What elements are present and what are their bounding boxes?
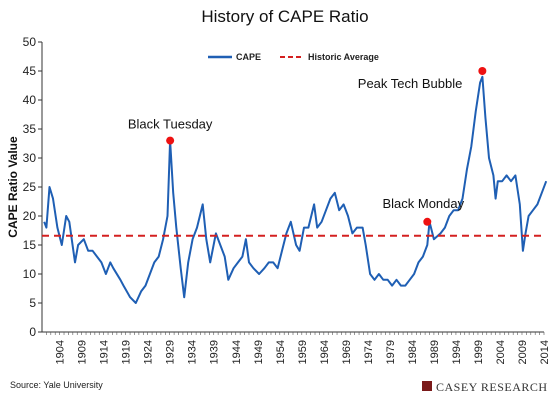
y-tick-label: 15 [23,238,37,252]
brand-name: CASEY RESEARCH [436,380,548,394]
legend-cape-label: CAPE [236,52,261,62]
y-tick-label: 35 [23,122,37,136]
x-tick-label: 1984 [407,340,419,364]
annotation-dot [166,136,175,145]
x-tick-label: 1999 [473,340,485,364]
y-tick-label: 30 [23,151,37,165]
annotation-label: Black Tuesday [128,117,213,132]
y-axis-label: CAPE Ratio Value [6,136,20,238]
x-tick-labels: 1904 1909 1914 1919 1924 1929 1934 1939 1944 1949… [55,340,550,364]
chart-title: History of CAPE Ratio [201,7,368,26]
annotation-label: Black Monday [382,196,464,211]
x-tick-label: 2004 [495,340,507,364]
y-tick-label: 0 [29,325,36,339]
annotation-markers: Black Tuesday Black Monday Peak Tech Bubbl… [128,67,487,226]
y-tick-label: 40 [23,93,37,107]
x-tick-label: 1954 [275,340,287,364]
y-tick-label: 10 [23,267,37,281]
x-tick-label: 1964 [319,340,331,364]
y-tick-label: 20 [23,209,37,223]
y-tick-label: 45 [23,64,37,78]
x-tick-label: 1989 [429,340,441,364]
legend-average-label: Historic Average [308,52,379,62]
legend: CAPE Historic Average [208,52,379,62]
series-cape-line [43,75,548,304]
casey-research-logo: CASEY RESEARCH [422,380,548,394]
x-tick-label: 1979 [385,340,397,364]
x-tick-label: 1939 [209,340,221,364]
x-tick-label: 2009 [517,340,529,364]
y-tick-labels: 0 5 10 15 20 25 30 35 40 45 50 [23,35,37,339]
y-tick-label: 25 [23,180,37,194]
x-tick-label: 1919 [121,340,133,364]
x-tick-label: 1914 [99,340,111,364]
x-tick-label: 1929 [165,340,177,364]
x-tick-label: 1924 [143,340,155,364]
x-tick-label: 1904 [55,340,67,364]
y-tick-label: 5 [29,296,36,310]
x-tick-label: 1994 [451,340,463,364]
x-tick-label: 1944 [231,340,243,364]
x-tick-label: 1934 [187,340,199,364]
annotation-dot [478,67,487,75]
x-tick-label: 1974 [363,340,375,364]
source-note: Source: Yale University [10,380,103,390]
series-lines [42,75,548,304]
x-tick-label: 1959 [297,340,309,364]
x-tick-label: 1949 [253,340,265,364]
x-tick-label: 2014 [539,340,550,364]
x-tick-label: 1909 [77,340,89,364]
y-tick-label: 50 [23,35,37,49]
x-tick-label: 1969 [341,340,353,364]
annotation-label: Peak Tech Bubble [358,76,463,91]
annotation-dot [423,217,432,226]
axes [38,41,545,335]
logo-mark-icon [422,381,432,391]
